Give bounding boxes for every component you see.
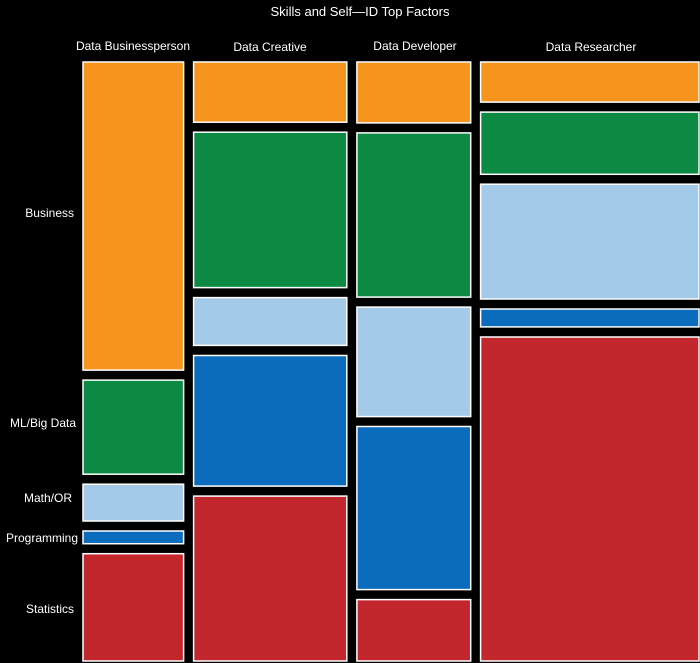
tile-data-creative-business xyxy=(192,61,348,123)
tile-data-researcher-math-or xyxy=(479,183,700,300)
column-label-data-creative: Data Creative xyxy=(233,40,307,54)
tile-data-researcher-ml-big-data xyxy=(479,111,700,176)
row-label-business: Business xyxy=(25,206,74,220)
column-label-data-researcher: Data Researcher xyxy=(546,40,637,54)
tile-data-developer-programming xyxy=(356,425,472,591)
tile-data-creative-math-or xyxy=(192,296,348,347)
tile-data-creative-ml-big-data xyxy=(192,131,348,289)
tile-data-businessperson-programming xyxy=(82,530,185,545)
tile-data-businessperson-ml-big-data xyxy=(82,379,185,475)
tile-data-developer-business xyxy=(356,61,472,124)
row-label-ml-big-data: ML/Big Data xyxy=(10,416,76,430)
column-label-data-businessperson: Data Businessperson xyxy=(76,39,190,53)
row-label-statistics: Statistics xyxy=(26,602,74,616)
tile-data-developer-ml-big-data xyxy=(356,132,472,298)
tile-data-researcher-business xyxy=(479,61,700,103)
mosaic-tiles xyxy=(82,61,700,662)
tile-data-businessperson-math-or xyxy=(82,483,185,522)
tile-data-businessperson-statistics xyxy=(82,552,185,662)
row-label-programming: Programming xyxy=(6,531,78,545)
tile-data-creative-statistics xyxy=(192,495,348,662)
column-label-data-developer: Data Developer xyxy=(373,39,456,53)
chart-title: Skills and Self—ID Top Factors xyxy=(271,4,450,19)
row-label-math-or: Math/OR xyxy=(24,491,72,505)
tile-data-creative-programming xyxy=(192,354,348,487)
tile-data-researcher-programming xyxy=(479,308,700,328)
tile-data-researcher-statistics xyxy=(479,336,700,662)
tile-data-developer-statistics xyxy=(356,598,472,662)
tile-data-developer-math-or xyxy=(356,306,472,418)
tile-data-businessperson-business xyxy=(82,61,185,371)
